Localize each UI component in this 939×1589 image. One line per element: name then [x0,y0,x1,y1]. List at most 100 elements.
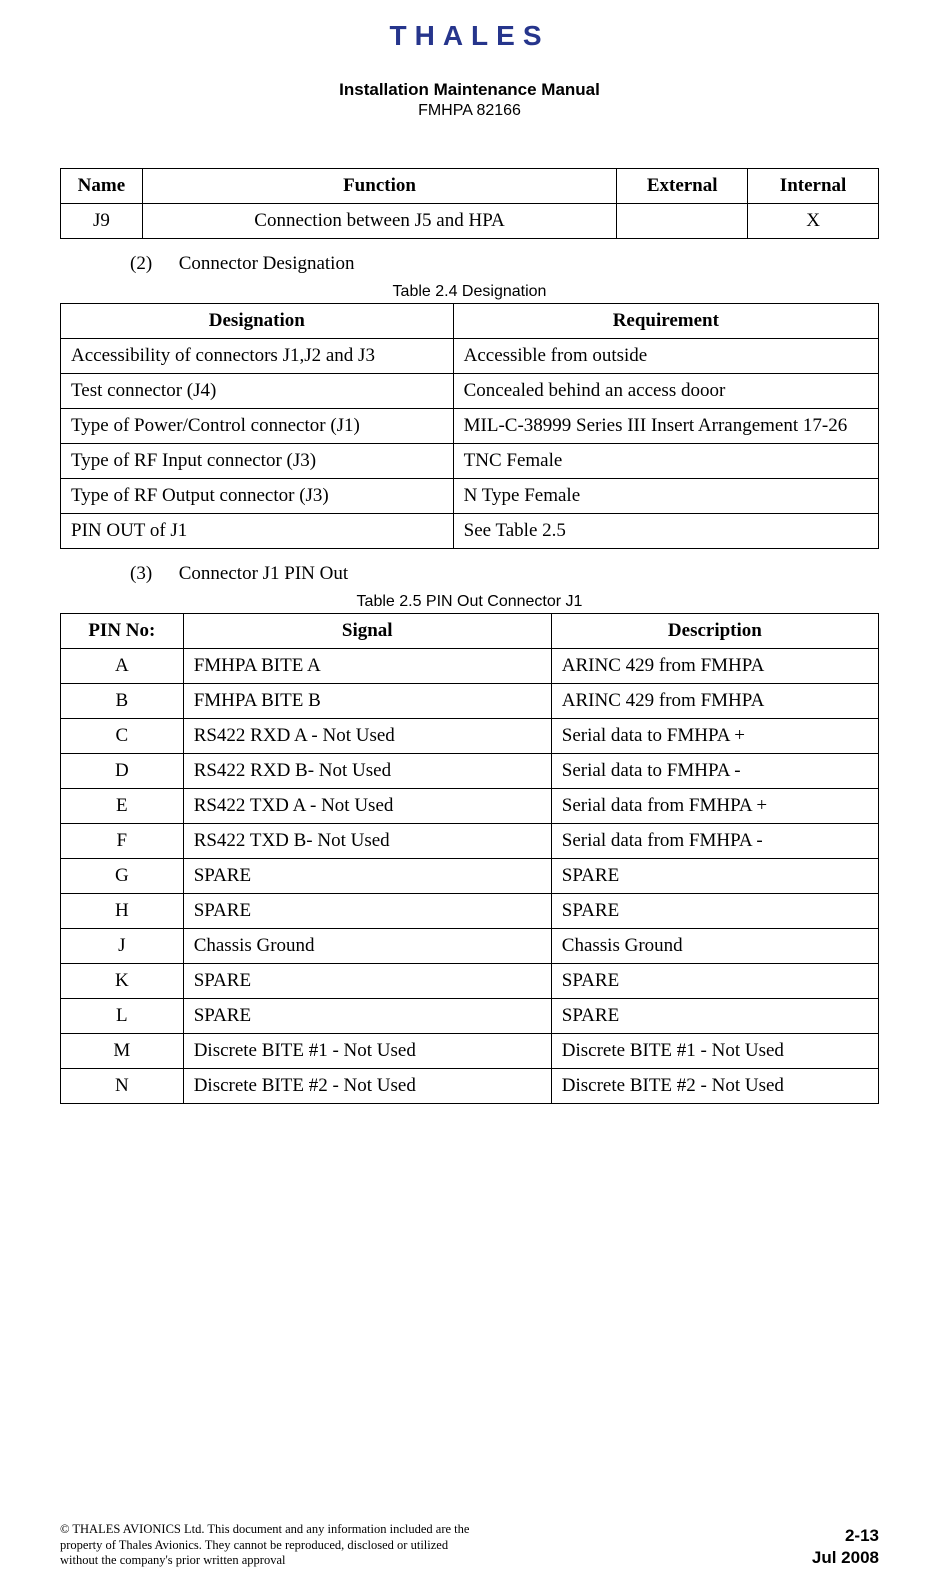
table-cell: RS422 RXD A - Not Used [183,719,551,754]
table-cell: FMHPA BITE A [183,649,551,684]
table-row: GSPARESPARE [61,859,879,894]
table-row: Accessibility of connectors J1,J2 and J3… [61,339,879,374]
table-cell: SPARE [183,859,551,894]
page-number-block: 2-13 Jul 2008 [812,1525,879,1569]
table-cell: RS422 RXD B- Not Used [183,754,551,789]
table-cell: SPARE [551,859,878,894]
doc-title: Installation Maintenance Manual [60,80,879,100]
col-header: Requirement [453,304,878,339]
table-row: NDiscrete BITE #2 - Not UsedDiscrete BIT… [61,1069,879,1104]
table-cell: Discrete BITE #1 - Not Used [551,1034,878,1069]
brand-logo: THALES [60,20,879,52]
table-cell: SPARE [183,894,551,929]
table-row: J9 Connection between J5 and HPA X [61,204,879,239]
table-row: JChassis GroundChassis Ground [61,929,879,964]
table-cell: Serial data from FMHPA - [551,824,878,859]
table-cell: TNC Female [453,444,878,479]
table-cell: Chassis Ground [183,929,551,964]
col-header: Function [142,169,616,204]
designation-table: Designation Requirement Accessibility of… [60,303,879,549]
copyright-text: © THALES AVIONICS Ltd. This document and… [60,1522,480,1569]
table-cell: Type of RF Input connector (J3) [61,444,454,479]
table-cell: N Type Female [453,479,878,514]
col-header: Designation [61,304,454,339]
table-row: PIN OUT of J1See Table 2.5 [61,514,879,549]
cell-internal: X [748,204,879,239]
table-cell: PIN OUT of J1 [61,514,454,549]
table-row: FRS422 TXD B- Not UsedSerial data from F… [61,824,879,859]
table-cell: Chassis Ground [551,929,878,964]
section-heading: (3) Connector J1 PIN Out [130,563,879,585]
table-cell: Discrete BITE #1 - Not Used [183,1034,551,1069]
table-cell: Accessibility of connectors J1,J2 and J3 [61,339,454,374]
table-header-row: PIN No: Signal Description [61,614,879,649]
col-header: PIN No: [61,614,184,649]
section-heading: (2) Connector Designation [130,253,879,275]
table-cell: H [61,894,184,929]
table-cell: K [61,964,184,999]
table-cell: Discrete BITE #2 - Not Used [551,1069,878,1104]
table-row: Test connector (J4)Concealed behind an a… [61,374,879,409]
table-cell: ARINC 429 from FMHPA [551,649,878,684]
table-row: HSPARESPARE [61,894,879,929]
cell-name: J9 [61,204,143,239]
table-caption: Table 2.4 Designation [60,283,879,301]
table-cell: Serial data to FMHPA - [551,754,878,789]
table-row: CRS422 RXD A - Not UsedSerial data to FM… [61,719,879,754]
section-title: Connector J1 PIN Out [179,563,348,584]
table-cell: L [61,999,184,1034]
table-cell: Serial data to FMHPA + [551,719,878,754]
table-row: KSPARESPARE [61,964,879,999]
table-cell: Accessible from outside [453,339,878,374]
table-cell: Concealed behind an access dooor [453,374,878,409]
table-cell: Type of Power/Control connector (J1) [61,409,454,444]
doc-subtitle: FMHPA 82166 [60,102,879,120]
table-row: Type of RF Output connector (J3)N Type F… [61,479,879,514]
table-cell: Test connector (J4) [61,374,454,409]
col-header: Internal [748,169,879,204]
table-cell: C [61,719,184,754]
table-cell: Serial data from FMHPA + [551,789,878,824]
table-cell: See Table 2.5 [453,514,878,549]
table-row: ERS422 TXD A - Not UsedSerial data from … [61,789,879,824]
table-row: MDiscrete BITE #1 - Not UsedDiscrete BIT… [61,1034,879,1069]
table-cell: M [61,1034,184,1069]
table-cell: J [61,929,184,964]
table-cell: SPARE [551,999,878,1034]
table-row: Type of Power/Control connector (J1)MIL-… [61,409,879,444]
section-title: Connector Designation [179,253,355,274]
table-cell: E [61,789,184,824]
table-cell: D [61,754,184,789]
table-cell: SPARE [183,964,551,999]
pinout-table: PIN No: Signal Description AFMHPA BITE A… [60,613,879,1104]
table-cell: RS422 TXD A - Not Used [183,789,551,824]
table-cell: G [61,859,184,894]
table-header-row: Designation Requirement [61,304,879,339]
table-row: DRS422 RXD B- Not UsedSerial data to FMH… [61,754,879,789]
page-footer: © THALES AVIONICS Ltd. This document and… [60,1522,879,1569]
table-cell: SPARE [183,999,551,1034]
connector-table: Name Function External Internal J9 Conne… [60,168,879,239]
table-cell: SPARE [551,894,878,929]
table-cell: A [61,649,184,684]
table-cell: N [61,1069,184,1104]
table-cell: Type of RF Output connector (J3) [61,479,454,514]
cell-function: Connection between J5 and HPA [142,204,616,239]
col-header: Signal [183,614,551,649]
cell-external [617,204,748,239]
col-header: Name [61,169,143,204]
table-cell: SPARE [551,964,878,999]
table-cell: B [61,684,184,719]
table-cell: RS422 TXD B- Not Used [183,824,551,859]
document-page: THALES Installation Maintenance Manual F… [0,0,939,1589]
col-header: Description [551,614,878,649]
table-cell: FMHPA BITE B [183,684,551,719]
col-header: External [617,169,748,204]
table-row: Type of RF Input connector (J3)TNC Femal… [61,444,879,479]
table-header-row: Name Function External Internal [61,169,879,204]
section-number: (2) [130,253,174,275]
section-number: (3) [130,563,174,585]
table-row: BFMHPA BITE BARINC 429 from FMHPA [61,684,879,719]
table-row: LSPARESPARE [61,999,879,1034]
page-number: 2-13 [812,1525,879,1547]
